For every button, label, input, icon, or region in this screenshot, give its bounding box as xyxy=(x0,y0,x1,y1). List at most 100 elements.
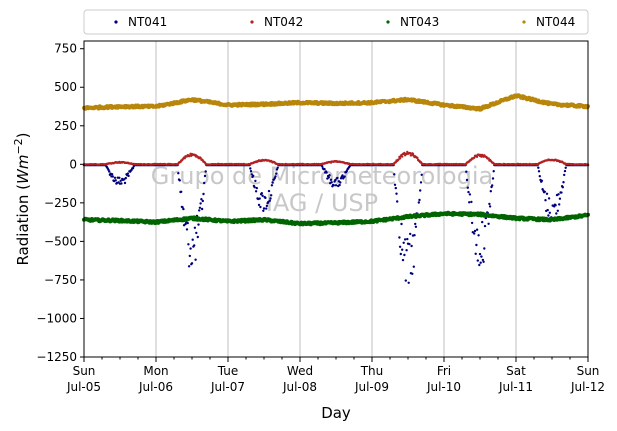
data-point xyxy=(187,265,191,268)
data-point xyxy=(475,155,479,158)
y-axis-title-base: Radiation ( xyxy=(14,184,32,266)
data-point xyxy=(265,204,269,208)
x-axis: Sun Jul-05 Mon Jul-06 Tue Jul-07 Wed Jul-08 Thu J… xyxy=(66,357,605,394)
data-point xyxy=(537,166,540,169)
data-point xyxy=(473,156,476,159)
data-point xyxy=(558,203,561,206)
data-point xyxy=(111,175,115,178)
data-point xyxy=(187,243,190,246)
data-point xyxy=(401,248,404,251)
data-point xyxy=(491,184,494,187)
data-point xyxy=(414,222,417,226)
data-point xyxy=(260,192,263,195)
y-tick-label: 250 xyxy=(54,119,77,133)
y-tick-label: 750 xyxy=(54,42,77,56)
data-point xyxy=(540,179,544,182)
data-point xyxy=(480,255,483,258)
data-point xyxy=(401,258,405,262)
data-point xyxy=(126,172,130,175)
data-point xyxy=(419,181,423,184)
x-tick-label-date: Jul-09 xyxy=(354,380,389,394)
data-point xyxy=(334,184,338,187)
data-point xyxy=(249,167,252,170)
data-point xyxy=(466,186,469,189)
data-point xyxy=(204,170,207,173)
data-point xyxy=(275,172,278,175)
data-point xyxy=(468,201,471,204)
legend-label-nt043: NT043 xyxy=(400,15,439,29)
data-point xyxy=(398,236,401,239)
data-point xyxy=(255,186,258,190)
data-point xyxy=(197,223,200,226)
data-point xyxy=(339,181,342,184)
data-point xyxy=(468,193,472,196)
data-point xyxy=(325,171,328,174)
data-point xyxy=(110,173,114,176)
data-point xyxy=(203,181,206,185)
data-point xyxy=(327,176,330,179)
data-point xyxy=(119,179,122,182)
data-point xyxy=(254,179,257,183)
data-point xyxy=(562,181,565,184)
data-point xyxy=(491,177,495,180)
data-point xyxy=(268,199,271,202)
data-point xyxy=(416,156,419,160)
x-tick-label-day: Fri xyxy=(437,364,451,378)
data-point xyxy=(477,234,480,237)
data-point xyxy=(336,176,339,180)
data-point xyxy=(270,194,273,197)
data-point xyxy=(410,244,413,248)
data-point xyxy=(329,178,333,181)
y-tick-label: −1250 xyxy=(36,350,77,364)
legend-box xyxy=(83,9,589,35)
data-point xyxy=(188,254,191,258)
data-point xyxy=(557,193,560,196)
data-point xyxy=(113,176,117,179)
data-point xyxy=(405,249,408,252)
data-point xyxy=(341,174,344,177)
legend-marker-nt043 xyxy=(386,20,390,24)
data-point xyxy=(475,228,479,231)
legend-label-nt041: NT041 xyxy=(128,15,167,29)
data-point xyxy=(561,186,564,189)
data-point xyxy=(131,167,135,170)
data-point xyxy=(338,183,341,187)
data-point xyxy=(417,201,420,204)
y-axis-title-close: ) xyxy=(14,132,32,138)
data-point xyxy=(194,258,197,261)
x-tick-label-day: Wed xyxy=(287,364,313,378)
data-point xyxy=(420,173,423,176)
data-point xyxy=(487,222,490,225)
data-point xyxy=(470,200,473,204)
data-point xyxy=(396,200,399,203)
series-nt042 xyxy=(82,150,590,166)
data-point xyxy=(492,170,495,173)
data-point xyxy=(467,190,470,194)
legend-label-nt044: NT044 xyxy=(536,15,575,29)
data-point xyxy=(558,197,562,200)
data-point xyxy=(108,170,111,173)
data-point xyxy=(406,237,409,241)
data-point xyxy=(393,183,397,186)
legend-marker-nt042 xyxy=(250,20,254,24)
x-tick-label-date: Jul-07 xyxy=(210,380,245,394)
data-point xyxy=(198,209,201,212)
data-point xyxy=(543,190,546,193)
legend-marker-nt041 xyxy=(114,20,118,24)
data-point xyxy=(563,169,567,173)
data-point xyxy=(254,190,258,193)
data-point xyxy=(321,165,324,168)
x-tick-label-day: Sun xyxy=(577,364,600,378)
y-axis-title-unit: Wm xyxy=(14,155,32,184)
x-tick-label-day: Tue xyxy=(217,364,239,378)
data-point xyxy=(262,209,265,212)
data-point xyxy=(271,181,274,184)
data-point xyxy=(399,252,402,256)
data-point xyxy=(474,252,477,255)
data-point xyxy=(483,224,487,228)
data-point xyxy=(127,174,130,178)
x-tick-label-date: Jul-06 xyxy=(138,380,173,394)
data-point xyxy=(401,155,404,158)
x-tick-label-date: Jul-10 xyxy=(426,380,461,394)
data-point xyxy=(203,174,207,178)
